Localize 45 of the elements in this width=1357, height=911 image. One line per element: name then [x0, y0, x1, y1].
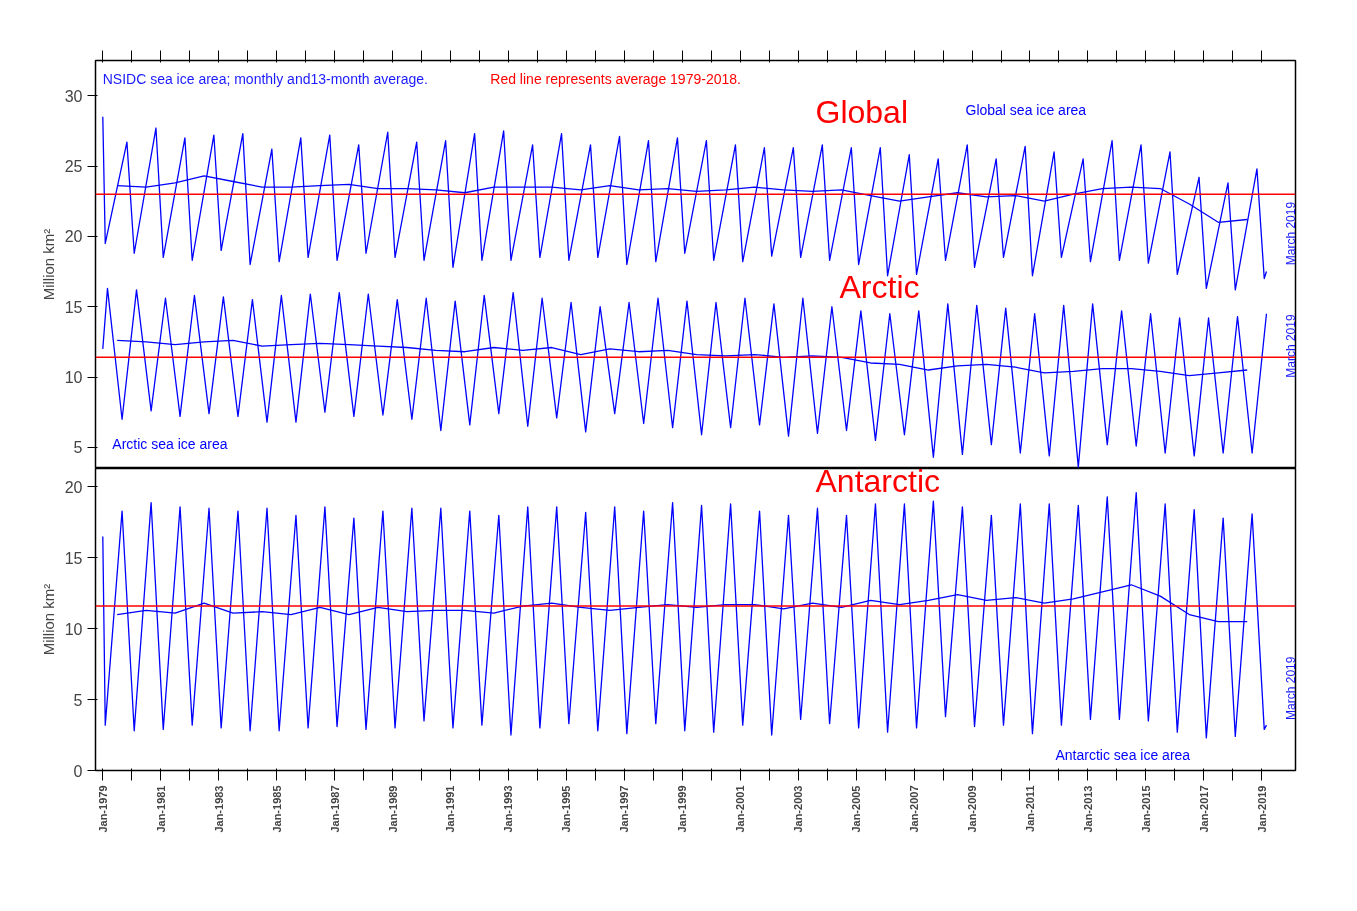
x-tick-label: Jan-1999	[676, 785, 689, 833]
x-tick-label: Jan-1987	[328, 785, 341, 833]
y-tick-label: 15	[64, 549, 83, 567]
x-tick-label: Jan-2019	[1255, 785, 1268, 833]
x-tick-label: Jan-2007	[908, 785, 921, 833]
x-tick-label: Jan-1985	[270, 785, 283, 833]
x-tick-label: Jan-2009	[966, 785, 979, 833]
annotation: Antarctic	[815, 462, 940, 499]
y-tick-label: 5	[73, 691, 83, 709]
y-axis-title: Million km²	[39, 228, 57, 301]
x-tick-label: Jan-1989	[386, 785, 399, 833]
annotation: March 2019	[1284, 201, 1299, 266]
annotation: March 2019	[1284, 656, 1299, 720]
x-tick-label: Jan-1995	[560, 785, 573, 833]
y-tick-label: 30	[64, 87, 83, 105]
x-tick-label: Jan-1983	[212, 785, 225, 833]
x-tick-label: Jan-1979	[96, 785, 109, 833]
y-tick-label: 10	[64, 369, 83, 387]
annotation: March 2019	[1284, 314, 1299, 378]
series-label: Arctic sea ice area	[112, 436, 228, 453]
text: NSIDC sea ice area; monthly and13-month average.	[102, 70, 428, 87]
annotation: Global	[815, 93, 908, 130]
x-tick-label: Jan-2001	[734, 785, 747, 833]
y-tick-label: 15	[64, 298, 83, 316]
x-tick-label: Jan-1991	[444, 785, 457, 833]
x-tick-label: Jan-2005	[850, 785, 863, 833]
x-tick-label: Jan-2011	[1023, 785, 1036, 832]
y-tick-label: 20	[64, 478, 83, 496]
series-label: Antarctic sea ice area	[1055, 746, 1191, 763]
x-tick-label: Jan-2003	[792, 785, 805, 833]
y-axis-title: Million km²	[39, 583, 57, 656]
y-tick-label: 5	[73, 439, 83, 457]
text: Red line represents average 1979-2018.	[490, 70, 741, 87]
x-tick-label: Jan-1993	[502, 785, 515, 833]
x-tick-label: Jan-1981	[154, 785, 167, 833]
x-tick-label: Jan-2013	[1081, 785, 1094, 833]
y-tick-label: 20	[64, 228, 83, 246]
x-tick-label: Jan-1997	[618, 785, 631, 833]
x-tick-label: Jan-2017	[1197, 785, 1210, 833]
y-tick-label: 10	[64, 620, 83, 638]
x-tick-label: Jan-2015	[1139, 785, 1152, 833]
series-label: Global sea ice area	[965, 101, 1087, 118]
y-tick-label: 0	[73, 762, 83, 780]
y-tick-label: 25	[64, 158, 83, 176]
annotation: Arctic	[839, 269, 920, 306]
